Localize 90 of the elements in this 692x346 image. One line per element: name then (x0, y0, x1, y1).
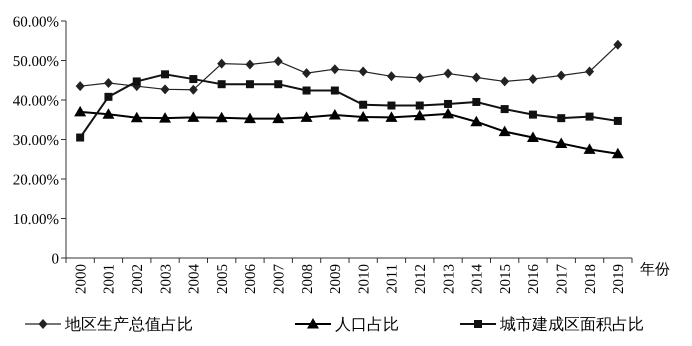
point (188, 84, 198, 95)
point (187, 111, 200, 122)
point (500, 76, 510, 86)
point (500, 105, 509, 114)
point (386, 71, 396, 82)
point (498, 126, 511, 136)
x-tick-label: 2004 (186, 264, 203, 294)
point (102, 108, 114, 119)
x-axis-title: 年份 (640, 261, 670, 278)
point (555, 137, 568, 148)
point (528, 74, 538, 84)
point (272, 112, 284, 124)
point (614, 116, 622, 125)
point (189, 75, 198, 84)
x-tick-label: 2012 (413, 264, 429, 294)
point (274, 56, 283, 66)
x-tick-label: 2009 (328, 264, 344, 294)
point (132, 77, 141, 86)
point (585, 66, 594, 77)
point (76, 81, 85, 92)
point (216, 112, 228, 122)
point (302, 86, 311, 95)
x-tick-label: 2017 (554, 264, 570, 294)
y-tick-label: 60.00% (12, 14, 59, 30)
point (244, 112, 256, 124)
point (613, 40, 622, 50)
point (416, 102, 424, 110)
x-tick-label: 2010 (356, 264, 372, 294)
point (130, 112, 143, 122)
y-tick-label: 20.00% (12, 172, 59, 188)
point (526, 132, 539, 142)
point (415, 72, 424, 83)
x-tick-label: 2011 (384, 264, 401, 294)
x-tick-label: 2003 (158, 264, 174, 294)
point (217, 58, 226, 69)
x-tick-label: 2007 (272, 264, 288, 294)
y-tick-label: 0 (52, 251, 59, 268)
legend-label: 人口占比 (335, 316, 399, 334)
point (330, 86, 339, 95)
x-tick-label: 2018 (582, 264, 599, 294)
x-tick-label: 2000 (73, 264, 90, 294)
point (160, 84, 170, 94)
point (104, 92, 112, 101)
point (414, 110, 426, 120)
x-tick-label: 2016 (526, 264, 542, 294)
point (359, 100, 368, 109)
legend-label: 城市建成区面积占比 (499, 316, 644, 334)
point (385, 111, 398, 122)
point (444, 100, 452, 108)
point (612, 148, 624, 158)
point (584, 143, 596, 154)
legend-label: 地区生产总值占比 (64, 316, 193, 334)
point (161, 70, 170, 78)
point (528, 110, 537, 119)
x-tick-label: 2005 (214, 264, 231, 294)
point (472, 72, 481, 82)
point (74, 106, 86, 116)
point (302, 68, 312, 78)
x-tick-label: 2019 (611, 264, 628, 294)
x-tick-label: 2014 (470, 264, 486, 294)
point (300, 111, 313, 122)
point (586, 112, 594, 121)
x-tick-label: 2015 (498, 264, 514, 294)
point (357, 110, 370, 122)
point (557, 114, 566, 122)
point (444, 68, 453, 79)
point (328, 109, 341, 120)
y-tick-label: 50.00% (12, 54, 59, 70)
y-tick-label: 10.00% (12, 212, 59, 228)
y-tick-label: 40.00% (12, 93, 59, 110)
y-tick-label: 30.00% (12, 132, 59, 149)
x-tick-label: 2006 (243, 264, 260, 294)
x-tick-label: 2008 (300, 264, 316, 294)
point (442, 108, 454, 118)
point (159, 112, 172, 123)
point (245, 59, 254, 70)
point (246, 80, 254, 88)
point (470, 116, 482, 126)
point (387, 102, 396, 110)
point (556, 70, 566, 81)
point (472, 98, 480, 106)
point (274, 80, 282, 88)
point (358, 66, 368, 77)
point (330, 64, 340, 74)
point (218, 80, 226, 88)
point (104, 78, 113, 88)
x-tick-label: 2013 (441, 264, 458, 294)
x-tick-label: 2001 (102, 264, 118, 294)
point (76, 134, 84, 142)
x-tick-label: 2002 (130, 264, 146, 294)
